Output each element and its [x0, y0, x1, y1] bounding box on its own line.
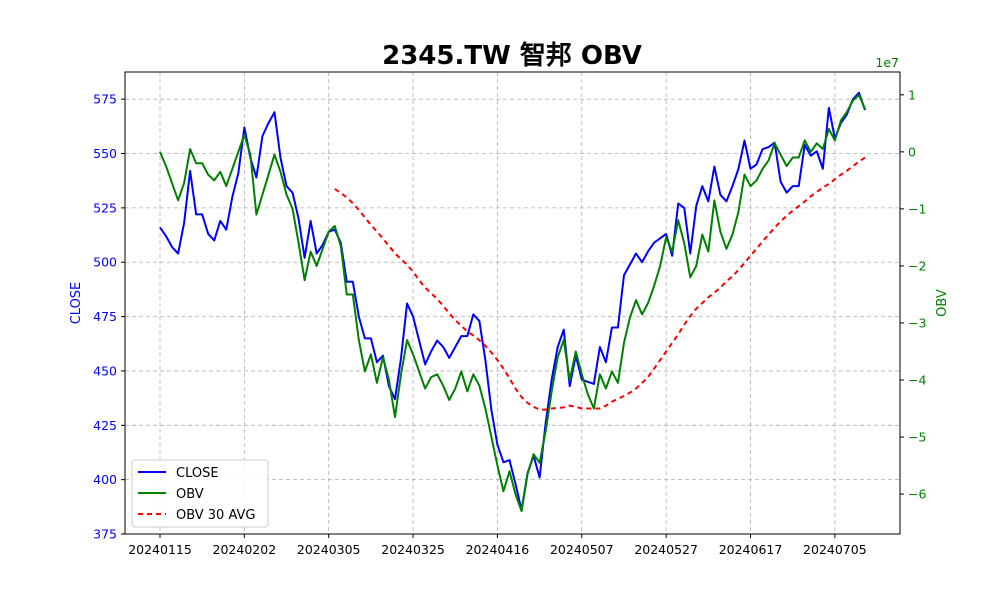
legend-label: OBV 30 AVG	[176, 508, 255, 523]
x-tick-label: 20240527	[634, 542, 698, 557]
left-tick-label: 425	[93, 418, 117, 433]
right-tick-label: −5	[908, 430, 926, 445]
left-tick-label: 550	[93, 146, 117, 161]
right-tick-label: 1	[908, 87, 916, 102]
right-axis-scale-label: 1e7	[875, 55, 899, 70]
series-layer	[159, 91, 866, 513]
legend: CLOSE OBV OBV 30 AVG	[131, 459, 269, 528]
legend-label: CLOSE	[176, 466, 219, 481]
right-tick-label: −4	[908, 373, 926, 388]
x-tick-label: 20240305	[297, 542, 361, 557]
left-tick-label: 525	[93, 200, 117, 215]
plot-frame	[124, 71, 901, 535]
left-tick-label: 400	[93, 472, 117, 487]
ticks-layer: 20240115 20240202 20240305 20240325 20240416…	[93, 87, 926, 557]
left-tick-label: 375	[93, 527, 117, 542]
left-tick-label: 575	[93, 92, 117, 107]
left-tick-label: 475	[93, 309, 117, 324]
right-tick-label: −1	[908, 201, 926, 216]
right-tick-label: −6	[908, 487, 926, 502]
chart-title: 2345.TW 智邦 OBV	[382, 41, 642, 71]
x-tick-label: 20240507	[550, 542, 614, 557]
right-axis-label: OBV	[935, 289, 950, 317]
right-tick-label: 0	[908, 144, 916, 159]
x-tick-label: 20240617	[719, 542, 783, 557]
left-tick-label: 450	[93, 363, 117, 378]
legend-label: OBV	[176, 487, 204, 502]
series-line-obv	[159, 93, 866, 513]
x-tick-label: 20240325	[381, 542, 445, 557]
x-tick-label: 20240115	[128, 542, 192, 557]
left-axis-label: CLOSE	[69, 282, 84, 325]
series-line-obv-30-avg	[334, 156, 866, 411]
x-tick-label: 20240705	[803, 542, 867, 557]
legend-box	[131, 459, 269, 528]
x-tick-label: 20240416	[466, 542, 530, 557]
series-line-close	[159, 91, 866, 512]
x-tick-label: 20240202	[213, 542, 277, 557]
left-tick-label: 500	[93, 255, 117, 270]
right-tick-label: −2	[908, 258, 926, 273]
right-tick-label: −3	[908, 315, 926, 330]
